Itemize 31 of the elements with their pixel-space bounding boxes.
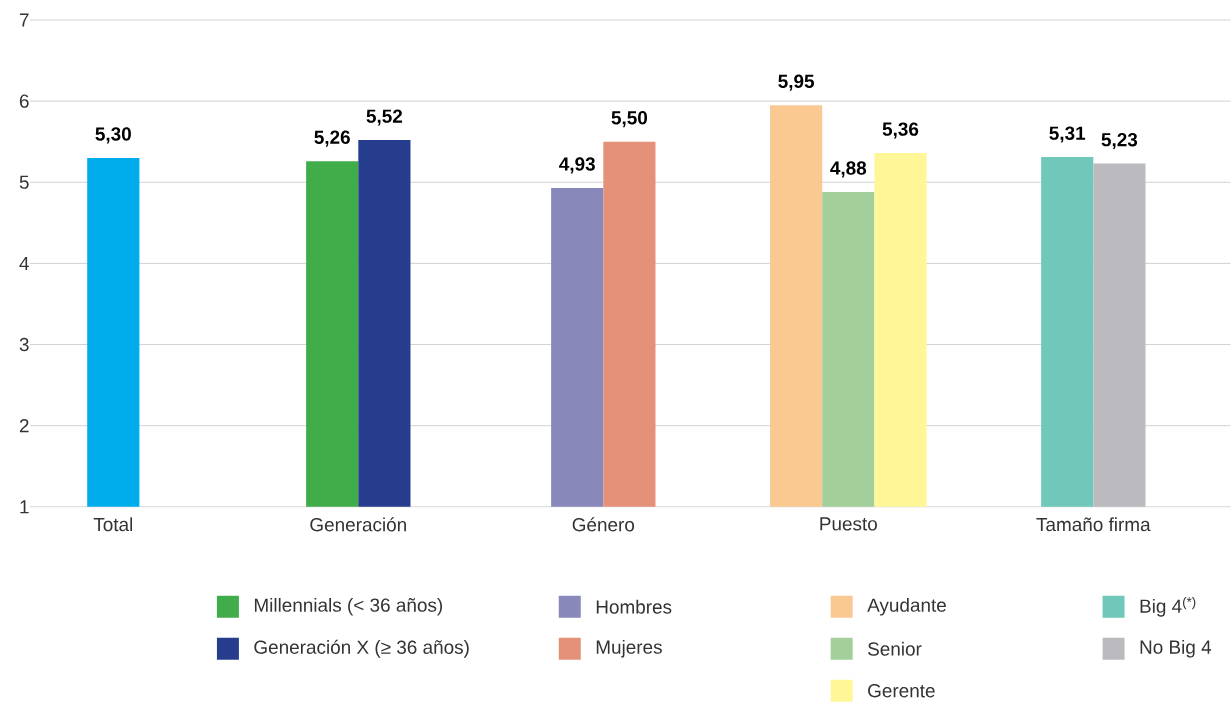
x-tick-label: Puesto xyxy=(820,517,877,531)
y-tick-label: 6 xyxy=(19,94,29,108)
legend-label: Mujeres xyxy=(596,640,662,658)
legend-label: Generación X (≥ 36 años) xyxy=(254,639,469,658)
legend-label: Big 4$^{(*)}$ xyxy=(1140,597,1196,617)
data-label: 4,88 xyxy=(830,161,867,178)
data-label: 5,50 xyxy=(611,111,648,128)
data-label: 5,95 xyxy=(778,74,814,91)
data-label: 5,52 xyxy=(366,109,403,126)
legend-label: No Big 4 xyxy=(1140,640,1212,658)
data-label: 5,23 xyxy=(1101,133,1138,150)
data-label: 4,93 xyxy=(559,157,595,174)
y-tick-label: 2 xyxy=(19,419,29,433)
y-tick-label: 1 xyxy=(20,500,29,514)
data-label: 5,30 xyxy=(95,127,131,144)
legend-label: Hombres xyxy=(596,599,672,614)
x-tick-label: Género xyxy=(572,517,635,532)
x-tick-label: Total xyxy=(93,517,133,532)
x-tick-label: Tamaño firma xyxy=(1036,517,1151,532)
y-tick-label: 5 xyxy=(19,175,29,190)
y-tick-label: 4 xyxy=(19,257,29,271)
data-label: 5,31 xyxy=(1049,126,1086,143)
legend-label: Senior xyxy=(868,641,922,656)
x-tick-label: Generación xyxy=(310,517,406,532)
y-tick-label: 3 xyxy=(19,337,29,352)
legend-label: Millennials (< 36 años) xyxy=(254,598,443,616)
data-label: 5,26 xyxy=(314,130,350,147)
legend-label: Ayudante xyxy=(867,598,946,616)
y-tick-label: 7 xyxy=(19,13,29,27)
data-label: 5,36 xyxy=(882,122,919,139)
legend-label: Gerente xyxy=(868,684,935,698)
